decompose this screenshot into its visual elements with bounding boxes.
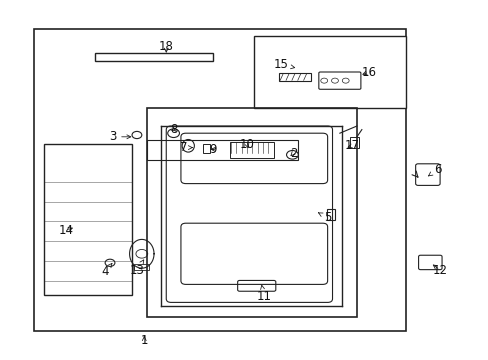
- Text: 10: 10: [239, 138, 254, 150]
- Text: 11: 11: [256, 285, 271, 303]
- Text: 5: 5: [318, 211, 331, 224]
- Text: 3: 3: [108, 130, 130, 143]
- Text: 12: 12: [432, 264, 447, 276]
- Text: 18: 18: [159, 40, 173, 53]
- Text: 15: 15: [273, 58, 294, 71]
- Text: 4: 4: [101, 264, 112, 278]
- Text: 6: 6: [427, 163, 441, 176]
- Text: 13: 13: [129, 260, 144, 276]
- Text: 1: 1: [140, 334, 148, 347]
- Text: 14: 14: [59, 224, 73, 237]
- Text: 9: 9: [208, 143, 216, 156]
- Text: 7: 7: [179, 141, 192, 154]
- Text: 17: 17: [344, 139, 359, 152]
- Text: 2: 2: [289, 147, 297, 159]
- Text: 8: 8: [169, 123, 177, 136]
- Text: 16: 16: [361, 66, 376, 78]
- FancyBboxPatch shape: [254, 36, 405, 108]
